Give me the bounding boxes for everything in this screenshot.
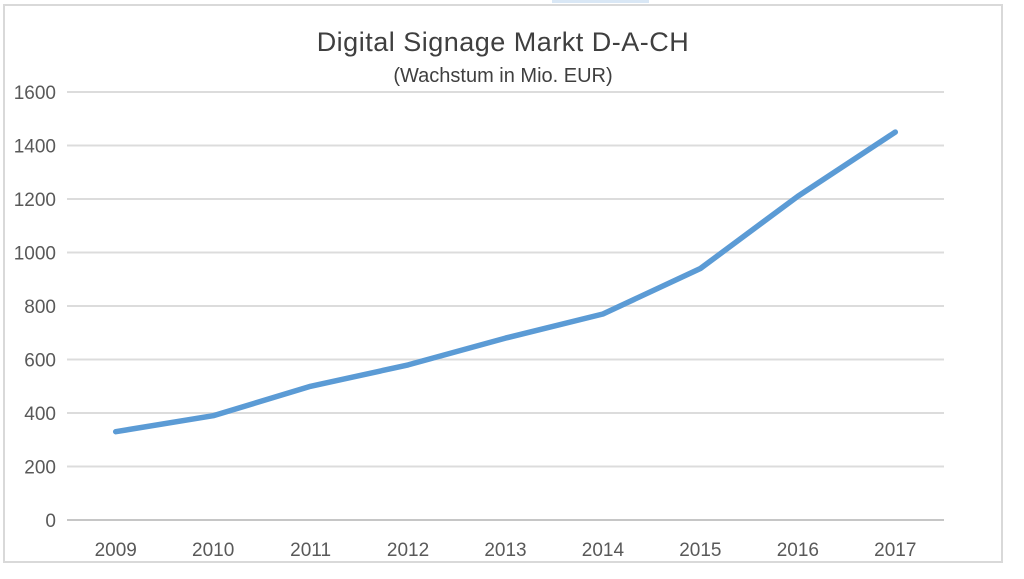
chart-subtitle: (Wachstum in Mio. EUR): [393, 65, 613, 87]
chart-frame: Digital Signage Markt D-A-CH (Wachstum i…: [3, 4, 1003, 563]
top-edge-artifact: [552, 0, 649, 3]
chart-title: Digital Signage Markt D-A-CH: [316, 27, 690, 57]
